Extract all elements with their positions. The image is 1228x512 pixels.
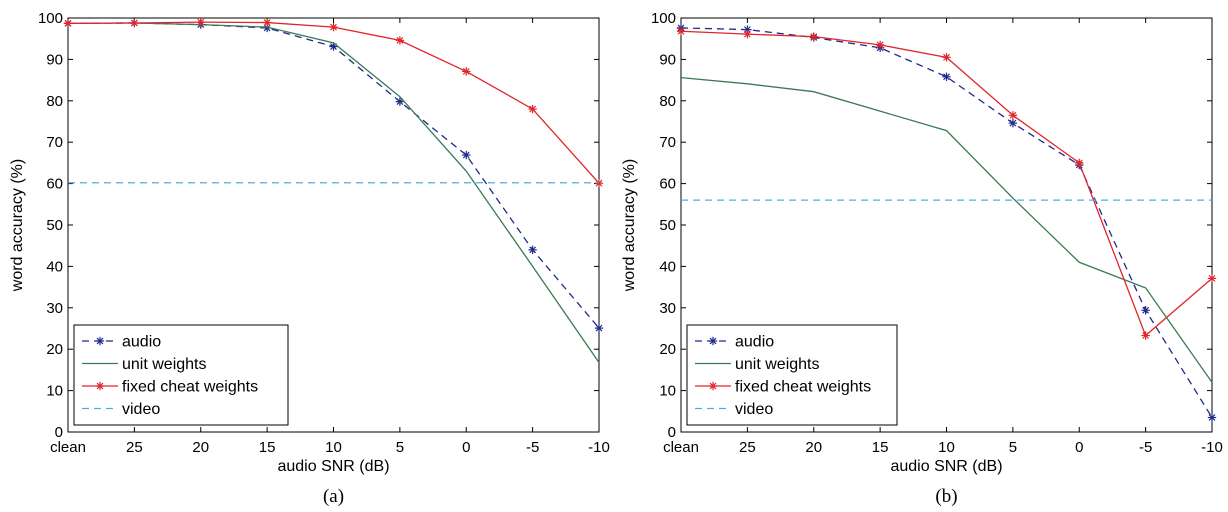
series-unit-weights	[67, 22, 600, 363]
x-tick-label: -10	[588, 439, 610, 456]
x-tick-label: 0	[1075, 439, 1083, 456]
data-point-fixed-cheat-weights	[395, 36, 405, 45]
legend-marker-fixed-cheat-weights	[95, 381, 105, 391]
panel-caption: (b)	[935, 486, 957, 507]
data-point-audio	[528, 245, 537, 255]
x-tick-label: 5	[396, 439, 404, 456]
data-point-audio	[462, 150, 471, 160]
data-point-fixed-cheat-weights	[1141, 331, 1150, 340]
data-point-fixed-cheat-weights	[1207, 274, 1217, 283]
y-tick-label: 60	[46, 176, 63, 193]
y-tick-label: 70	[659, 134, 676, 151]
data-point-audio	[1141, 306, 1150, 315]
y-axis-label: word accuracy (%)	[621, 159, 638, 292]
legend-box	[73, 324, 289, 426]
legend-label-unit-weights: unit weights	[122, 356, 207, 373]
y-tick-label: 80	[46, 93, 63, 110]
x-tick-label: -5	[1139, 439, 1152, 456]
data-point-fixed-cheat-weights	[262, 18, 272, 27]
data-point-audio	[1008, 118, 1018, 128]
legend-label-video: video	[122, 401, 160, 418]
y-tick-label: 100	[38, 10, 63, 27]
data-point-fixed-cheat-weights	[130, 18, 139, 28]
y-tick-label: 30	[659, 300, 676, 317]
y-tick-label: 90	[46, 51, 63, 68]
data-point-fixed-cheat-weights	[743, 29, 752, 39]
series-line-unit-weights	[67, 22, 600, 363]
x-tick-label: 25	[126, 439, 143, 456]
y-tick-label: 40	[46, 258, 63, 275]
legend-box	[686, 324, 898, 426]
x-tick-label: -5	[526, 439, 539, 456]
y-tick-label: 20	[46, 341, 63, 358]
data-point-fixed-cheat-weights	[809, 32, 818, 41]
legend-marker-fixed-cheat-weights	[708, 381, 718, 391]
y-tick-label: 90	[659, 51, 676, 68]
data-point-audio	[1207, 413, 1217, 422]
data-point-audio	[594, 323, 604, 333]
x-tick-label: 25	[739, 439, 756, 456]
y-tick-label: 10	[46, 383, 63, 400]
legend-marker-audio	[95, 336, 105, 346]
x-tick-label: clean	[663, 439, 699, 456]
legend-label-video: video	[735, 401, 773, 418]
y-tick-label: 80	[659, 93, 676, 110]
x-tick-label: 5	[1009, 439, 1017, 456]
data-point-fixed-cheat-weights	[942, 53, 951, 62]
data-point-fixed-cheat-weights	[676, 27, 686, 36]
data-point-fixed-cheat-weights	[196, 17, 205, 27]
x-tick-label: 10	[325, 439, 342, 456]
y-tick-label: 70	[46, 134, 63, 151]
x-tick-label: 0	[462, 439, 470, 456]
y-tick-label: 10	[659, 383, 676, 400]
legend-label-audio: audio	[122, 334, 161, 351]
data-point-fixed-cheat-weights	[462, 67, 471, 76]
y-tick-label: 60	[659, 176, 676, 193]
legend: audio unit weights fixed cheat weights vide…	[686, 324, 898, 426]
legend-label-fixed-cheat-weights: fixed cheat weights	[122, 379, 258, 396]
x-tick-label: 15	[259, 439, 276, 456]
y-axis-label: word accuracy (%)	[9, 159, 26, 292]
data-point-fixed-cheat-weights	[329, 22, 338, 32]
x-axis-label: audio SNR (dB)	[890, 458, 1002, 475]
data-point-audio	[942, 72, 951, 81]
legend-label-audio: audio	[735, 334, 774, 351]
data-point-fixed-cheat-weights	[875, 40, 885, 50]
x-tick-label: clean	[50, 439, 86, 456]
data-point-fixed-cheat-weights	[63, 19, 73, 28]
data-point-fixed-cheat-weights	[528, 104, 537, 114]
data-point-fixed-cheat-weights	[1075, 158, 1084, 168]
series-line-audio	[680, 27, 1213, 418]
x-axis-label: audio SNR (dB)	[277, 458, 389, 475]
x-tick-label: 15	[872, 439, 889, 456]
x-tick-label: 20	[192, 439, 209, 456]
y-tick-label: 40	[659, 258, 676, 275]
series-fixed-cheat-weights	[676, 27, 1217, 340]
y-tick-label: 50	[659, 217, 676, 234]
data-point-fixed-cheat-weights	[1008, 111, 1018, 120]
y-tick-label: 100	[651, 10, 676, 27]
legend-label-unit-weights: unit weights	[735, 356, 820, 373]
legend-marker-audio	[708, 336, 718, 346]
y-tick-label: 50	[46, 217, 63, 234]
y-tick-label: 30	[46, 300, 63, 317]
panel-caption: (a)	[323, 486, 344, 507]
data-point-audio	[395, 97, 405, 106]
y-tick-label: 20	[659, 341, 676, 358]
x-tick-label: -10	[1201, 439, 1223, 456]
y-tick-label: 0	[668, 424, 676, 441]
x-tick-label: 10	[938, 439, 955, 456]
y-tick-label: 0	[55, 424, 63, 441]
legend: audio unit weights fixed cheat weights vide…	[73, 324, 289, 426]
legend-label-fixed-cheat-weights: fixed cheat weights	[735, 379, 871, 396]
x-tick-label: 20	[805, 439, 822, 456]
